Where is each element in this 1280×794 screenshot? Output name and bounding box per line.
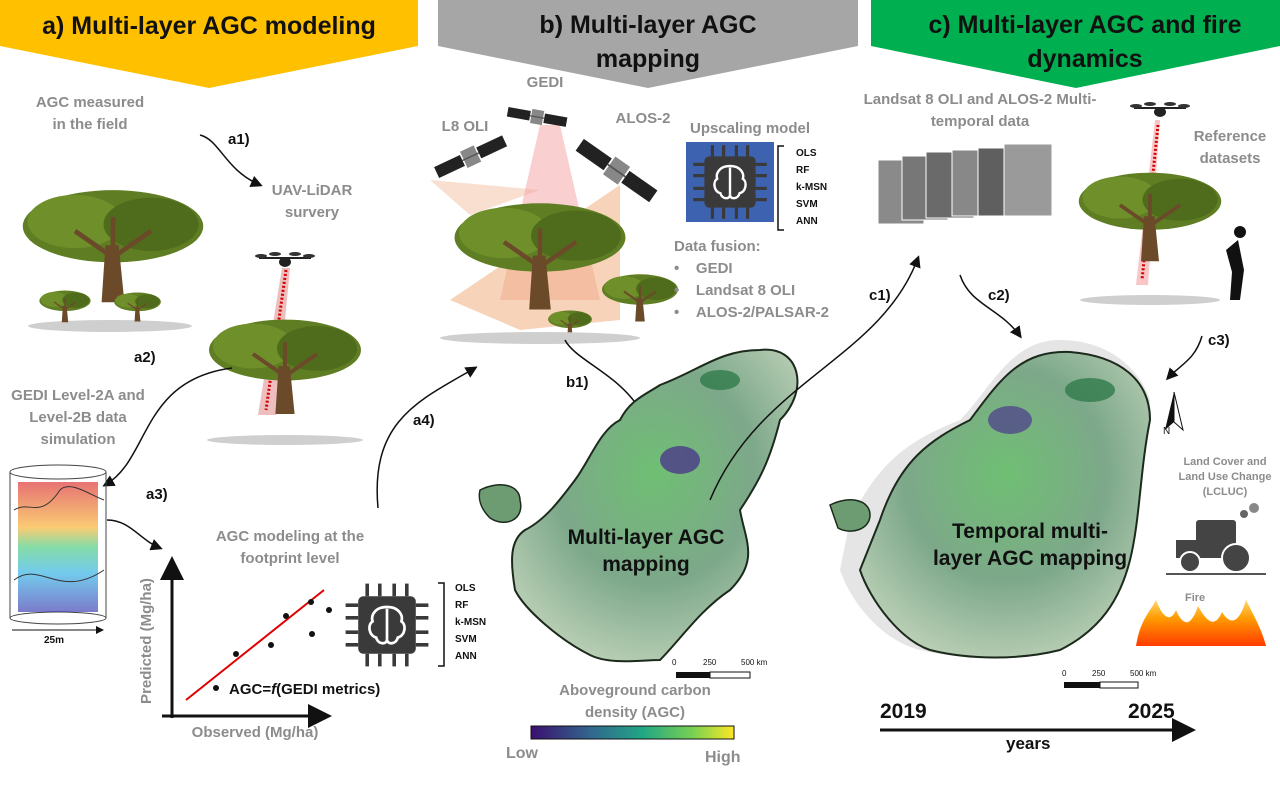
upscaling-label: Upscaling model	[689, 120, 811, 137]
reference-tree-group	[1079, 101, 1246, 305]
map-b-label: Multi-layer AGC mapping	[567, 526, 725, 576]
equation-label: AGC=f(GEDI metrics)	[229, 681, 380, 698]
model-item: k-MSN	[455, 617, 487, 628]
step-a3: a3)	[146, 486, 168, 503]
legend-low: Low	[506, 745, 538, 762]
fire-label: Fire	[1185, 592, 1206, 604]
year-end: 2025	[1128, 700, 1175, 723]
legend-title: Aboveground carbon density (AGC)	[559, 682, 711, 721]
map-c-label: Temporal multi-layer AGC mapping	[932, 520, 1128, 570]
fusion-item: • GEDI	[674, 260, 733, 277]
scale-c-tick-0: 0	[1062, 669, 1067, 678]
banner-c-title: c) Multi-layer AGC and fire dynamics	[928, 11, 1242, 73]
agc-map-b	[478, 348, 799, 663]
model-item: SVM	[455, 634, 477, 645]
step-a2: a2)	[134, 349, 156, 366]
sensor-scene	[430, 103, 680, 344]
uav-label: UAV-LiDAR survery	[271, 182, 353, 221]
footprint-label: AGC modeling at the footprint level	[215, 528, 365, 567]
gedi-label: GEDI	[526, 74, 564, 91]
step-b1: b1)	[566, 374, 589, 391]
north-arrow-icon	[1165, 391, 1184, 432]
fusion-item: • ALOS-2/PALSAR-2	[674, 304, 829, 321]
model-item: ANN	[796, 216, 818, 227]
scale-c-tick-1: 250	[1092, 669, 1106, 678]
year-start: 2019	[880, 700, 927, 723]
banner-b-title: b) Multi-layer AGC mapping	[539, 11, 757, 73]
cylinder-scale-label: 25m	[44, 635, 65, 646]
banner-a-shape	[0, 0, 418, 88]
agc-map-c-stack	[829, 340, 1152, 659]
scale-bar-c	[1064, 681, 1139, 689]
lcluc-label: Land Cover and Land Use Change (LCLUC)	[1178, 456, 1272, 498]
gedi-simulation-label: GEDI Level-2A and Level-2B data simulati…	[11, 387, 145, 448]
fusion-item: • Landsat 8 OLI	[674, 282, 796, 299]
fusion-title: Data fusion:	[674, 238, 761, 255]
model-item: RF	[796, 165, 810, 176]
model-item: OLS	[796, 148, 817, 159]
banner-c-shape	[871, 0, 1280, 88]
scale-b-tick-1: 250	[703, 658, 717, 667]
tractor-icon	[1166, 503, 1266, 575]
multitemporal-label: Landsat 8 OLI and ALOS-2 Multi-temporal …	[863, 91, 1097, 130]
step-c2: c2)	[988, 287, 1010, 304]
brain-chip-icon-a	[343, 581, 431, 669]
field-tree-group	[23, 190, 204, 332]
equation-suffix: (GEDI metrics)	[276, 681, 381, 698]
field-label: AGC measured in the field	[35, 94, 145, 133]
model-item: SVM	[796, 199, 818, 210]
scale-b-tick-0: 0	[672, 658, 677, 667]
agc-colorbar	[530, 725, 735, 740]
fire-icon	[1136, 600, 1266, 646]
model-list-b: OLS RF k-MSN SVM ANN	[796, 145, 827, 230]
step-c1: c1)	[869, 287, 891, 304]
banner-a-title: a) Multi-layer AGC modeling	[42, 12, 376, 40]
years-label: years	[1006, 734, 1051, 753]
step-a1: a1)	[228, 131, 250, 148]
equation-f: f	[271, 681, 277, 698]
legend-high: High	[705, 749, 741, 766]
model-item: k-MSN	[796, 182, 828, 193]
step-a4: a4)	[413, 412, 435, 429]
gedi-simulation-cylinder	[9, 464, 107, 634]
alos-label: ALOS-2	[615, 110, 671, 127]
uav-tree-group	[207, 251, 363, 445]
x-axis-label: Observed (Mg/ha)	[191, 724, 319, 741]
scale-c-tick-2: 500 km	[1130, 669, 1157, 678]
banner-b-shape	[438, 0, 858, 88]
reference-label: Reference datasets	[1193, 128, 1267, 167]
north-label: N	[1163, 426, 1171, 437]
scale-bar-b	[676, 671, 751, 679]
step-c3: c3)	[1208, 332, 1230, 349]
scatter-plot	[160, 556, 332, 728]
model-item: OLS	[455, 583, 476, 594]
model-list-a: OLS RF k-MSN SVM ANN	[455, 580, 486, 665]
scale-b-tick-2: 500 km	[741, 658, 768, 667]
model-item: ANN	[455, 651, 477, 662]
equation-prefix: AGC=	[229, 681, 272, 698]
l8-label: L8 OLI	[441, 118, 489, 135]
model-item: RF	[455, 600, 469, 611]
multitemporal-stack	[877, 143, 1053, 225]
y-axis-label: Predicted (Mg/ha)	[138, 578, 155, 704]
fusion-list: • GEDI • Landsat 8 OLI • ALOS-2/PALSAR-2	[674, 258, 829, 324]
